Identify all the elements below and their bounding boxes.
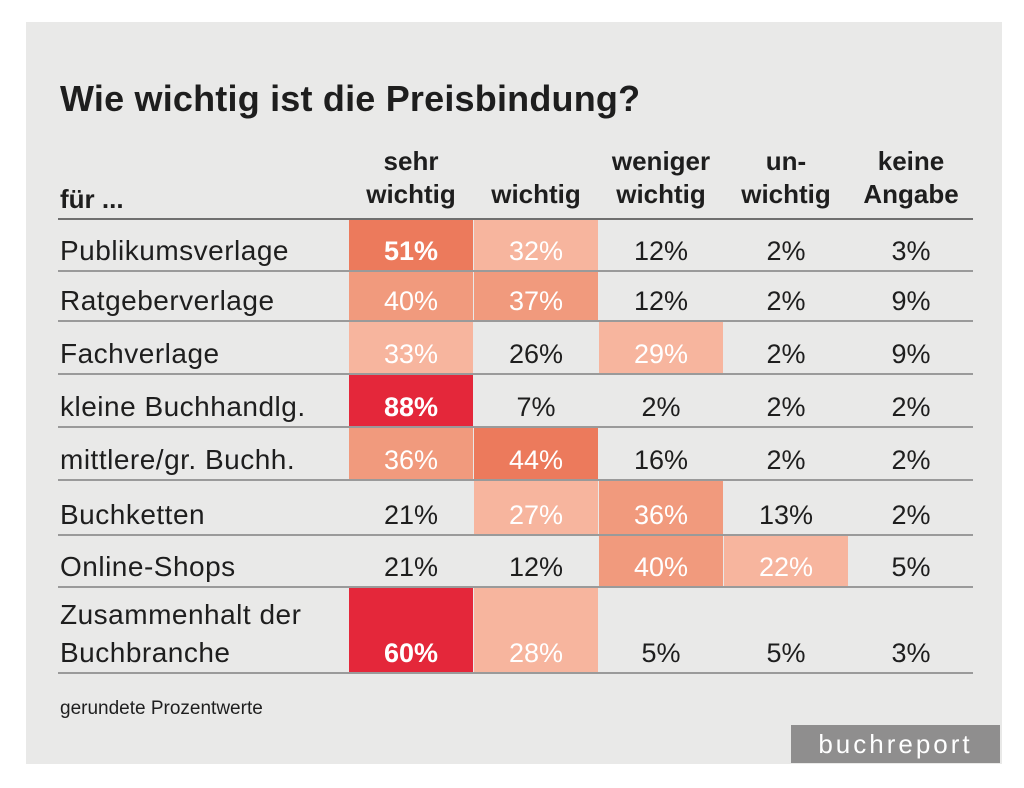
row-label: Fachverlage [60,335,220,373]
row-label-line: Publikumsverlage [60,232,289,270]
row-label-line: Online-Shops [60,548,236,586]
column-header-line: keine [849,145,973,178]
column-header-line: wichtig [474,178,598,211]
table-cell: 2% [849,428,973,479]
table-cell: 12% [599,220,723,270]
table-cell: 28% [474,588,598,672]
table-cell: 2% [724,220,848,270]
column-header-5: keine Angabe [849,145,973,211]
column-header-line: wichtig [599,178,723,211]
table-cell: 2% [849,375,973,426]
row-label-line: Buchbranche [60,634,301,672]
table-cell: 51% [349,220,473,270]
table-cell: 9% [849,272,973,320]
row-label: mittlere/gr. Buchh. [60,441,295,479]
table-cell: 26% [474,322,598,373]
footnote: gerundete Prozentwerte [60,698,263,720]
row-header-label: für ... [60,184,124,215]
table-cell: 40% [599,536,723,586]
column-header-line: wichtig [349,178,473,211]
row-label: Online-Shops [60,548,236,586]
table-cell: 37% [474,272,598,320]
table-cell: 3% [849,220,973,270]
table-cell: 5% [599,588,723,672]
table-cell: 2% [599,375,723,426]
table-cell: 32% [474,220,598,270]
column-header-line: sehr [349,145,473,178]
row-label: Publikumsverlage [60,232,289,270]
table-cell: 29% [599,322,723,373]
chart-title: Wie wichtig ist die Preisbindung? [60,78,640,120]
table-cell: 60% [349,588,473,672]
table-cell: 33% [349,322,473,373]
table-cell: 12% [599,272,723,320]
table-cell: 2% [849,481,973,534]
brand-logo: buchreport [791,725,1000,763]
row-label: Zusammenhalt der Buchbranche [60,596,301,672]
column-header-1: sehr wichtig [349,145,473,211]
column-header-line: un- [724,145,848,178]
table-cell: 21% [349,481,473,534]
table-cell: 7% [474,375,598,426]
table-cell: 2% [724,272,848,320]
table-cell: 27% [474,481,598,534]
table-cell: 21% [349,536,473,586]
table-cell: 3% [849,588,973,672]
column-header-4: un-wichtig [724,145,848,211]
table-cell: 36% [599,481,723,534]
column-header-line [474,145,598,178]
row-rule [58,672,973,674]
row-label-line: mittlere/gr. Buchh. [60,441,295,479]
row-label-line: Zusammenhalt der [60,596,301,634]
column-header-line: wichtig [724,178,848,211]
table-cell: 36% [349,428,473,479]
row-label-line: kleine Buchhandlg. [60,388,306,426]
table-cell: 2% [724,428,848,479]
table-cell: 5% [849,536,973,586]
table-cell: 16% [599,428,723,479]
table-cell: 2% [724,322,848,373]
column-header-2: wichtig [474,145,598,211]
column-header-line: weniger [599,145,723,178]
row-label: Ratgeberverlage [60,282,275,320]
table-cell: 5% [724,588,848,672]
row-label: Buchketten [60,496,205,534]
table-cell: 12% [474,536,598,586]
column-header-line: Angabe [849,178,973,211]
table-cell: 88% [349,375,473,426]
row-label: kleine Buchhandlg. [60,388,306,426]
table-cell: 13% [724,481,848,534]
table-cell: 9% [849,322,973,373]
table-cell: 2% [724,375,848,426]
row-label-line: Fachverlage [60,335,220,373]
row-label-line: Buchketten [60,496,205,534]
table-cell: 44% [474,428,598,479]
column-header-3: weniger wichtig [599,145,723,211]
row-label-line: Ratgeberverlage [60,282,275,320]
table-cell: 40% [349,272,473,320]
table-cell: 22% [724,536,848,586]
